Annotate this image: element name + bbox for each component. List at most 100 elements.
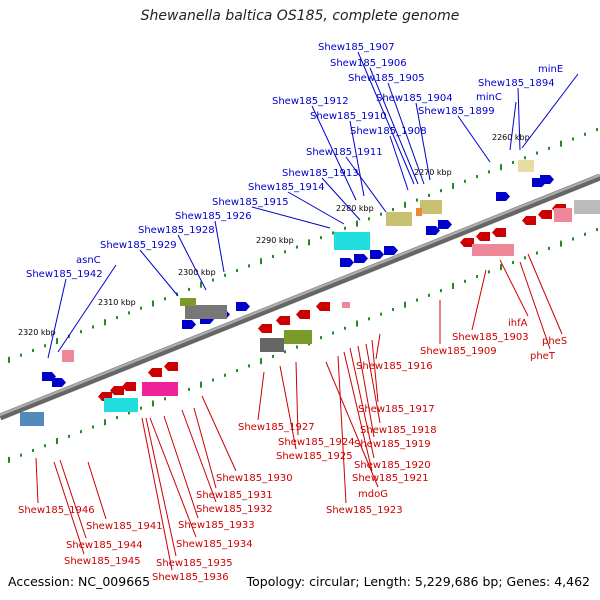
reverse-gene-arrow [522, 216, 536, 225]
leader-line [509, 101, 517, 151]
tick-mark [80, 430, 82, 434]
domain-block [142, 382, 178, 396]
tick-mark [428, 293, 430, 297]
forward-gene-label: Shew185_1908 [350, 126, 427, 137]
reverse-gene-arrow [258, 324, 272, 333]
reverse-gene-arrow [538, 210, 552, 219]
tick-mark [56, 338, 58, 345]
tick-mark [260, 258, 262, 265]
tick-mark [404, 301, 406, 308]
reverse-gene-labels: Shew185_1946 Shew185_1945 Shew185_1944 Shew… [18, 318, 567, 583]
forward-gene-label: Shew185_1894 [478, 78, 555, 89]
leader-line [57, 264, 117, 353]
tick-mark [536, 151, 538, 155]
leader-line [415, 102, 431, 181]
reverse-gene-label: Shew185_1933 [178, 520, 255, 531]
forward-gene-label: Shew185_1907 [318, 42, 395, 53]
leader-line [163, 415, 199, 519]
forward-gene-label: Shew185_1928 [138, 225, 215, 236]
tick-mark [560, 140, 562, 147]
tick-mark [344, 326, 346, 330]
tick-mark [488, 270, 490, 274]
leader-line [369, 67, 419, 185]
forward-gene-arrow [426, 226, 440, 235]
tick-mark [236, 369, 238, 373]
tick-mark [152, 400, 154, 407]
tick-mark [476, 275, 478, 279]
tick-mark [404, 201, 406, 208]
forward-gene-label: Shew185_1942 [26, 269, 103, 280]
forward-gene-arrow [540, 175, 554, 184]
leader-line [279, 365, 297, 450]
leader-line [349, 120, 365, 197]
tick-mark [320, 336, 322, 340]
gene-features [20, 160, 600, 426]
forward-gene-arrow [384, 246, 398, 255]
tick-mark [32, 448, 34, 452]
scale-label: 2320 kbp [18, 328, 56, 337]
tick-mark [56, 438, 58, 445]
tick-mark [8, 356, 10, 363]
tick-mark [200, 381, 202, 388]
leader-line [499, 259, 529, 317]
domain-block [334, 232, 370, 250]
domain-block [386, 212, 412, 226]
tick-mark [548, 246, 550, 250]
leader-line [471, 269, 487, 331]
scale-label: 2290 kbp [256, 236, 294, 245]
tick-mark [464, 179, 466, 183]
forward-gene-label: Shew185_1911 [306, 147, 383, 158]
tick-mark [152, 300, 154, 307]
domain-block [472, 244, 514, 256]
reverse-gene-label: Shew185_1941 [86, 521, 163, 532]
tick-mark [308, 239, 310, 246]
tick-mark [524, 256, 526, 260]
leader-line [517, 87, 521, 151]
backbone-line [0, 173, 600, 421]
tick-mark [224, 273, 226, 277]
forward-gene-label: Shew185_1904 [376, 93, 453, 104]
tick-mark [572, 137, 574, 141]
tick-mark [440, 289, 442, 293]
reverse-gene-label: ihfA [508, 318, 528, 329]
leader-line [139, 249, 179, 297]
tick-mark [164, 397, 166, 401]
reverse-gene-label: Shew185_1925 [276, 451, 353, 462]
tick-mark [260, 358, 262, 365]
tick-mark [248, 264, 250, 268]
tick-mark [212, 278, 214, 282]
tick-mark [128, 411, 130, 415]
tick-mark [32, 348, 34, 352]
tick-mark [380, 212, 382, 216]
leader-line [295, 361, 299, 436]
tick-mark [368, 317, 370, 321]
tick-mark [488, 170, 490, 174]
tick-mark [284, 250, 286, 254]
tick-mark [104, 319, 106, 326]
tick-mark [476, 175, 478, 179]
tick-mark [584, 132, 586, 136]
reverse-gene-label: Shew185_1919 [354, 439, 431, 450]
reverse-gene-label: Shew185_1924 [278, 437, 355, 448]
leader-line [387, 82, 425, 185]
reverse-gene-arrow [492, 228, 506, 237]
tick-mark [200, 281, 202, 288]
tick-mark [584, 232, 586, 236]
tick-mark [92, 425, 94, 429]
domain-block [416, 208, 422, 216]
forward-gene-label: Shew185_1912 [272, 96, 349, 107]
tick-mark [284, 350, 286, 354]
tick-mark [500, 264, 502, 271]
tick-mark [548, 146, 550, 150]
tick-mark [164, 297, 166, 301]
tick-mark [380, 312, 382, 316]
tick-mark [428, 193, 430, 197]
tick-mark [224, 373, 226, 377]
tick-mark [8, 456, 10, 463]
tick-mark [512, 160, 514, 164]
forward-gene-label: minC [476, 92, 502, 103]
leader-line [357, 345, 375, 438]
tick-mark [272, 354, 274, 358]
forward-gene-label: Shew185_1905 [348, 73, 425, 84]
leader-line [193, 407, 217, 489]
